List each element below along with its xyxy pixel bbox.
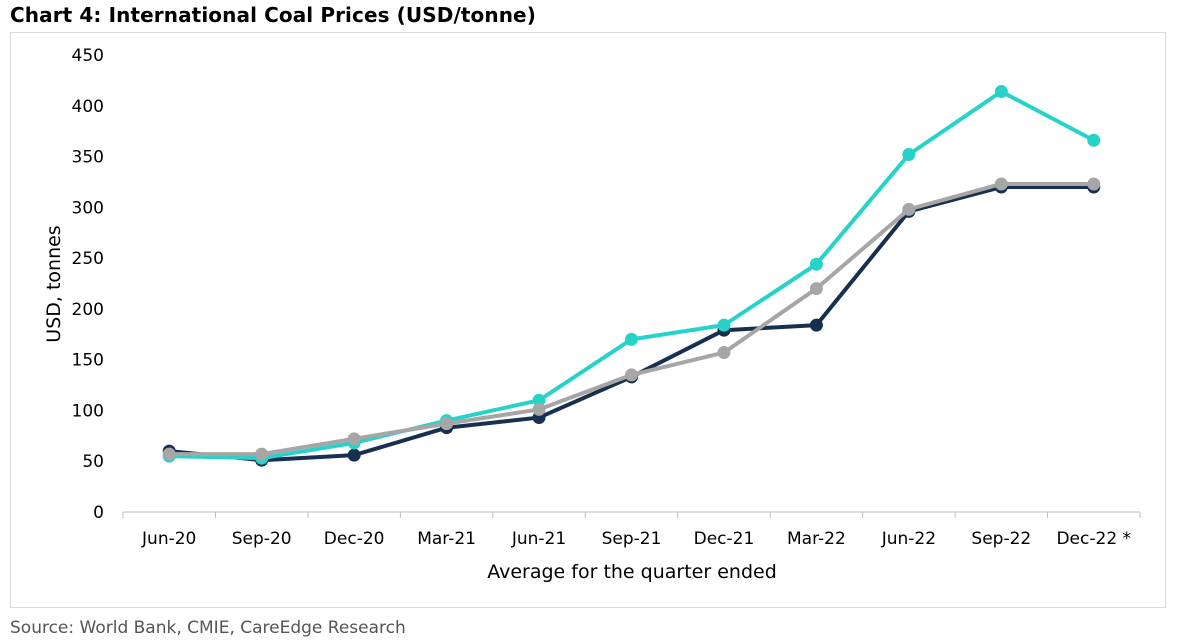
source-note: Source: World Bank, CMIE, CareEdge Resea… bbox=[10, 618, 406, 638]
x-tick-label: Mar-21 bbox=[417, 529, 476, 549]
x-tick-label: Jun-21 bbox=[511, 529, 566, 549]
series-grey-point bbox=[532, 402, 546, 416]
x-tick-label: Dec-21 bbox=[694, 529, 755, 549]
y-axis-title: USD, tonnes bbox=[43, 225, 65, 342]
x-tick-label: Dec-22 * bbox=[1056, 529, 1131, 549]
series-dark-navy-point bbox=[809, 318, 823, 332]
y-tick-label: 200 bbox=[72, 300, 104, 320]
series-turquoise-point bbox=[717, 318, 731, 332]
chart-title: Chart 4: International Coal Prices (USD/… bbox=[10, 3, 536, 27]
series-grey-point bbox=[809, 282, 823, 296]
series-grey bbox=[162, 177, 1101, 461]
series-layer bbox=[162, 85, 1101, 467]
y-tick-label: 150 bbox=[72, 351, 104, 371]
series-grey-point bbox=[347, 432, 361, 446]
series-grey-point bbox=[902, 202, 916, 216]
x-tick-label: Mar-22 bbox=[787, 529, 846, 549]
y-tick-label: 400 bbox=[72, 97, 104, 117]
series-turquoise-point bbox=[902, 148, 916, 162]
x-tick-label: Jun-20 bbox=[141, 529, 196, 549]
y-tick-label: 300 bbox=[72, 198, 104, 218]
y-tick-label: 100 bbox=[72, 401, 104, 421]
y-tick-label: 250 bbox=[72, 249, 104, 269]
x-axis bbox=[122, 511, 1141, 518]
series-turquoise-point bbox=[994, 85, 1008, 99]
series-dark-navy bbox=[162, 180, 1101, 467]
series-grey-point bbox=[440, 417, 454, 431]
series-grey-point bbox=[625, 368, 638, 382]
series-grey-point bbox=[994, 177, 1008, 191]
x-tick-label: Dec-20 bbox=[324, 529, 385, 549]
series-grey-point bbox=[255, 447, 269, 461]
series-turquoise-point bbox=[625, 332, 638, 346]
series-grey-point bbox=[162, 447, 176, 461]
x-axis-ticks: Jun-20 Sep-20 Dec-20 Mar-21 Jun-21 Sep-21 Dec-… bbox=[141, 529, 1131, 549]
y-tick-label: 350 bbox=[72, 148, 104, 168]
y-tick-label: 50 bbox=[82, 452, 104, 472]
series-grey-point bbox=[717, 346, 731, 360]
y-tick-label: 0 bbox=[93, 503, 104, 523]
x-axis-title: Average for the quarter ended bbox=[487, 561, 777, 583]
x-tick-label: Sep-22 bbox=[971, 529, 1031, 549]
series-turquoise-line bbox=[167, 89, 1096, 461]
series-grey-line bbox=[167, 181, 1096, 457]
series-turquoise-point bbox=[1087, 133, 1101, 147]
y-tick-label: 450 bbox=[72, 46, 104, 66]
x-tick-label: Jun-22 bbox=[881, 529, 936, 549]
x-tick-label: Sep-21 bbox=[602, 529, 662, 549]
series-grey-point bbox=[1087, 177, 1101, 191]
series-turquoise bbox=[162, 85, 1101, 465]
y-axis-ticks: 0 50 100 150 200 250 300 350 400 450 bbox=[72, 46, 104, 523]
series-dark-navy-point bbox=[347, 448, 361, 462]
x-tick-label: Sep-20 bbox=[232, 529, 292, 549]
series-turquoise-point bbox=[809, 257, 823, 271]
chart-frame bbox=[10, 32, 1166, 608]
series-dark-navy-line bbox=[167, 185, 1096, 463]
